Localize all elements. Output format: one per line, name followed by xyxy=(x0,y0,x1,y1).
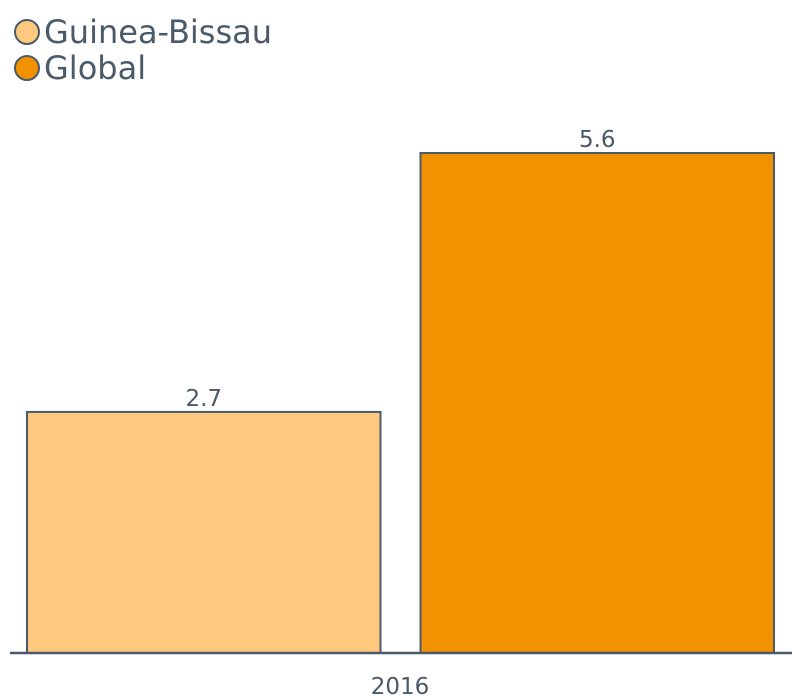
data-label-global-2016: 5.6 xyxy=(579,127,616,153)
x-tick-label-2016: 2016 xyxy=(371,674,430,700)
x-axis-ticks: 2016 xyxy=(371,674,430,700)
bar-global-2016 xyxy=(419,152,775,654)
bars-group: 2.7 5.6 xyxy=(26,127,775,654)
legend-swatch-global xyxy=(14,55,40,81)
legend: Guinea-Bissau Global xyxy=(14,14,272,86)
data-label-guinea-bissau-2016: 2.7 xyxy=(185,386,222,412)
legend-label-global: Global xyxy=(44,49,147,87)
legend-item-guinea-bissau: Guinea-Bissau xyxy=(14,14,272,50)
legend-label-guinea-bissau: Guinea-Bissau xyxy=(44,13,273,51)
legend-item-global: Global xyxy=(14,50,272,86)
bar-guinea-bissau-2016 xyxy=(26,410,382,654)
legend-swatch-guinea-bissau xyxy=(14,19,40,45)
